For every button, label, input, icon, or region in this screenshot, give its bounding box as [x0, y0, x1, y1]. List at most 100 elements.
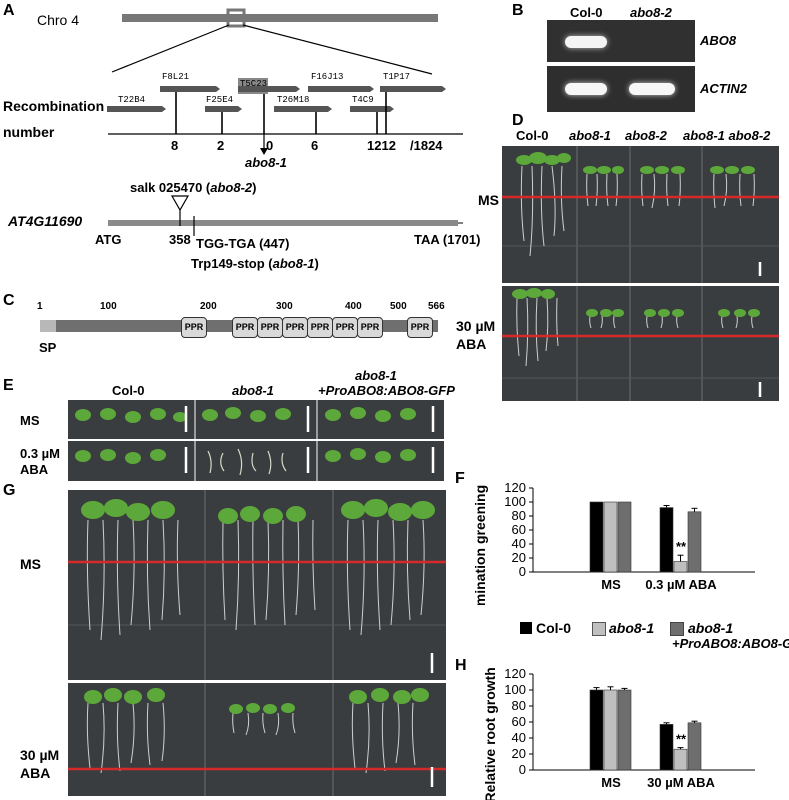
column-header-double: abo8-1 abo8-2 — [683, 128, 771, 143]
gene-name: AT4G11690 — [8, 213, 83, 229]
signal-peptide — [40, 320, 56, 332]
legend-label-col0: Col-0 — [536, 620, 571, 636]
bac-label: T1P17 — [383, 72, 411, 82]
bac-label: T4C9 — [352, 95, 374, 105]
ppr-domain: PPR — [307, 317, 333, 338]
bac-label: T22B4 — [118, 95, 146, 105]
row-label-aba: 30 µM — [456, 318, 496, 334]
photo-overlay — [75, 400, 435, 439]
ppr-domain: PPR — [257, 317, 283, 338]
mutation-label: TGG-TGA (447) — [196, 236, 290, 251]
row-label-ms: MS — [20, 413, 40, 428]
y-axis-label: Germination greening rate (%) — [472, 480, 488, 605]
row-label-aba: ABA — [456, 336, 487, 352]
column-header-col0: Col-0 — [112, 383, 145, 398]
row-label-ms: MS — [478, 192, 499, 208]
row-label-ms: MS — [20, 556, 41, 572]
bac-label: F16J13 — [311, 72, 344, 82]
plate-photo-aba — [68, 683, 446, 796]
tick-label: 200 — [200, 301, 217, 312]
column-header-comp: abo8-1 — [355, 368, 397, 383]
plate-photo-ms — [68, 490, 446, 680]
row-label-aba: ABA — [20, 765, 51, 781]
gel-label-abo8: ABO8 — [700, 33, 737, 48]
stop-codon: TAA (1701) — [414, 232, 481, 247]
panel-letter-c: C — [3, 292, 15, 309]
y-tick-label: 60 — [512, 714, 526, 729]
gel-image-abo8 — [547, 20, 695, 62]
significance-marker: ** — [676, 539, 687, 554]
start-codon: ATG — [95, 232, 122, 247]
ppr-domain: PPR — [282, 317, 308, 338]
panel-letter-a: A — [3, 2, 15, 19]
bac-label: F8L21 — [162, 72, 190, 82]
y-tick-label: 80 — [512, 698, 526, 713]
recombination-number: 8 — [171, 138, 179, 153]
recombination-number: /1824 — [410, 138, 443, 153]
bar — [589, 501, 604, 573]
y-tick-label: 100 — [504, 682, 526, 697]
ppr-domain: PPR — [357, 317, 383, 338]
chromosome-bar — [122, 14, 438, 22]
legend-swatch-abo8-1 — [592, 622, 606, 636]
gel-band — [629, 83, 675, 95]
legend-swatch-comp — [670, 622, 684, 636]
row-label-aba: 0.3 µM — [20, 446, 61, 461]
tick-label: 100 — [100, 301, 117, 312]
bar — [687, 722, 702, 771]
panel-letter-e: E — [3, 377, 14, 394]
bar — [617, 689, 632, 771]
seedling-photo-ms — [68, 400, 444, 439]
gel-header-col0: Col-0 — [570, 5, 603, 20]
photo-overlay — [75, 441, 435, 481]
y-tick-label: 40 — [512, 536, 526, 551]
recombination-label: number — [3, 124, 55, 140]
legend-label-comp-2: +ProABO8:ABO8-GFP — [672, 636, 789, 651]
y-tick-label: 60 — [512, 522, 526, 537]
recombination-label: Recombination — [3, 98, 105, 114]
ppr-domain: PPR — [407, 317, 433, 338]
bar — [603, 689, 618, 771]
column-header-abo8-1: abo8-1 — [232, 383, 274, 398]
bar — [673, 748, 688, 771]
tick-label: 500 — [390, 301, 407, 312]
panel-letter-f: F — [455, 470, 465, 487]
gel-band — [565, 36, 607, 48]
y-tick-label: 20 — [512, 746, 526, 761]
significance-marker: ** — [676, 732, 687, 747]
row-label-aba: ABA — [20, 462, 49, 477]
column-header-comp: +ProABO8:ABO8-GFP — [318, 383, 455, 398]
gel-image-actin2 — [547, 66, 695, 112]
bac-arrow — [380, 86, 446, 92]
plate-overlay — [68, 490, 446, 680]
bac-arrow — [160, 86, 220, 92]
zoom-box — [226, 8, 246, 28]
ppr-domain: PPR — [232, 317, 258, 338]
recombination-number: 1212 — [367, 138, 396, 153]
trp-label: Trp149-stop (abo8-1) — [191, 256, 319, 271]
bac-arrow — [350, 106, 394, 112]
bar — [659, 507, 674, 573]
row-label-aba: 30 µM — [20, 747, 60, 763]
bar — [659, 724, 674, 771]
tick-label: 1 — [37, 301, 43, 312]
y-tick-label: 0 — [519, 564, 526, 579]
bac-arrow — [274, 106, 332, 112]
category-label: 30 µM ABA — [647, 775, 715, 790]
mapping-diagram — [107, 8, 463, 236]
chromosome-label: Chro 4 — [37, 12, 80, 28]
plate-overlay — [68, 683, 446, 796]
plate-overlay — [502, 146, 779, 283]
y-tick-label: 120 — [504, 480, 526, 495]
bar — [589, 689, 604, 771]
y-tick-label: 20 — [512, 550, 526, 565]
bac-label: F25E4 — [206, 95, 234, 105]
bar — [603, 501, 618, 573]
legend-label-comp: abo8-1 — [688, 620, 734, 636]
position-358: 358 — [169, 232, 191, 247]
plate-overlay — [502, 286, 779, 401]
gene-bar — [108, 220, 458, 226]
y-tick-label: 120 — [504, 666, 526, 681]
